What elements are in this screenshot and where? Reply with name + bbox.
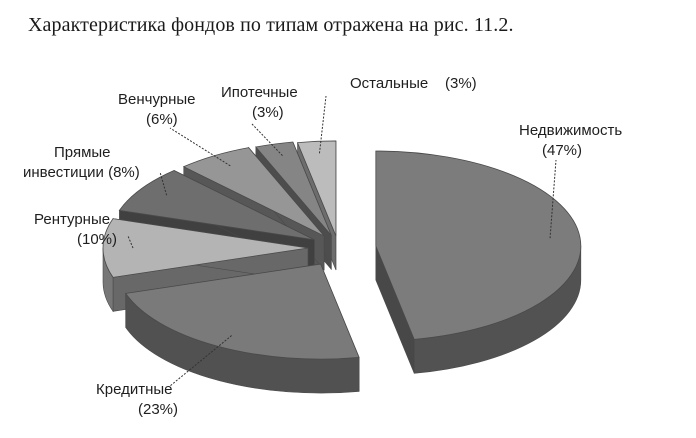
label-credit-value: (23%) [138, 401, 178, 418]
label-realty-value: (47%) [542, 142, 582, 159]
pie-slice-top [102, 218, 309, 278]
callout-lines [127, 95, 557, 387]
label-realty-name: Недвижимость [519, 122, 622, 139]
pie-slice-top [118, 170, 315, 241]
label-other: Остальные [350, 75, 428, 92]
callout-line-2 [127, 235, 134, 249]
callout-line-5 [251, 123, 283, 156]
callout-line-0 [549, 159, 557, 239]
label-mortgage-name: Ипотечные [221, 84, 298, 101]
slice-labels: Недвижимость (47%) Кредитные (23%) Ренту… [23, 75, 622, 418]
callout-line-4 [169, 127, 231, 167]
label-venture-name: Венчурные [118, 91, 196, 108]
label-mortgage-value: (3%) [252, 104, 284, 121]
label-other-value: (3%) [445, 75, 477, 92]
caption-text: Характеристика фондов по типам отражена … [28, 14, 514, 36]
pie-slice-top [296, 140, 337, 237]
pie-slice-top [255, 141, 332, 236]
pie-slice-0 [375, 150, 582, 374]
pie-slice-top [125, 263, 360, 360]
callout-line-1 [169, 335, 232, 387]
pie-slice-1 [125, 263, 360, 394]
label-credit-name: Кредитные [96, 381, 173, 398]
pie-slices [102, 140, 582, 394]
label-rent-value: (10%) [77, 231, 117, 248]
label-direct-line2: инвестиции (8%) [23, 164, 140, 181]
label-venture-value: (6%) [146, 111, 178, 128]
label-direct-line1: Прямые [54, 144, 111, 161]
pie-slice-top [375, 150, 582, 340]
callout-line-6 [318, 95, 327, 154]
callout-line-3 [159, 171, 168, 196]
label-rent-name: Рентурные [34, 211, 110, 228]
